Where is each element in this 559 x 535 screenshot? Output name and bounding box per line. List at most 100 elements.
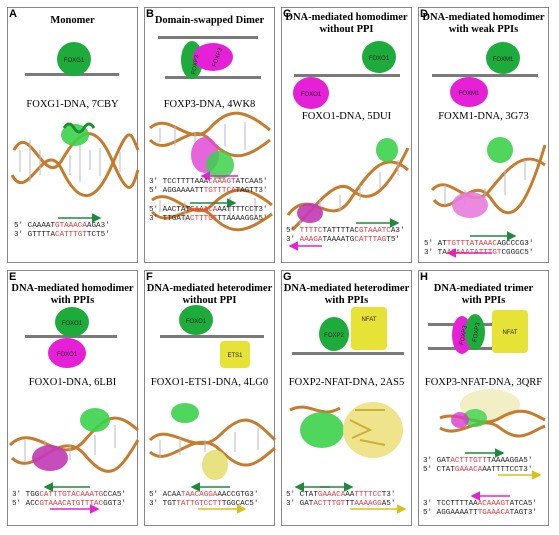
protein-label: NFAT — [362, 317, 377, 323]
structure-g — [289, 402, 403, 458]
structure-f — [148, 403, 277, 480]
protein-cartoon — [80, 408, 110, 432]
schematic-b: FOXP3 FOXP3 — [158, 36, 261, 79]
dna-sequence: 3′ TCCTTTTAAACAAAGTATCA5′ 5′ AGGAAAATTTG… — [423, 500, 537, 517]
structure-a — [10, 122, 140, 198]
dna-rungs — [19, 140, 121, 182]
motif-arrows-e — [43, 482, 100, 514]
panel-d — [418, 7, 549, 263]
dna-sequence: 3′ GATACTTTGTTTAAAAGGA5′ 5′ CTATGAAACAAA… — [423, 457, 533, 474]
motif-arrows-g — [294, 482, 407, 514]
protein-foxp3-swapped — [193, 43, 233, 71]
panel-label: A — [9, 8, 17, 20]
motif-arrows-d — [446, 231, 517, 258]
protein-cartoon — [451, 412, 469, 428]
protein-cartoon — [487, 137, 513, 163]
strands — [349, 409, 386, 446]
protein-cartoon — [376, 138, 398, 162]
dna-strand — [430, 157, 546, 200]
structure-d — [430, 137, 547, 218]
schematic-f: FOXO1 ETS1 — [160, 305, 264, 368]
protein-label: FOXO1 — [57, 352, 78, 358]
dna-sequence: 5′ CAAAATGTAAACAAGA3′ 3′ GTTTTACATTTGTTC… — [14, 222, 110, 239]
protein-cartoon — [206, 151, 234, 179]
protein-cartoon — [343, 402, 403, 458]
protein-ets1 — [220, 341, 250, 368]
schematic-c: FOXO1 FOXO1 — [293, 41, 400, 109]
structure-e — [8, 408, 140, 473]
panel-label: C — [283, 8, 291, 20]
dna-strand — [10, 439, 140, 473]
protein-label: FOXM1 — [459, 91, 480, 97]
dna-sequence: 3′ TCCTTTTAAACAAAGTATCAA5′ 5′ AGGAAAATTT… — [149, 178, 268, 195]
protein-foxg1 — [57, 42, 91, 76]
protein-label: FOXO1 — [186, 319, 207, 325]
dna-sequence: 5′ CTATGAAACAAATTTTCCT3′ 3′ GATACTTTGTTT… — [286, 491, 396, 508]
panel-title: DNA-mediated homodimer with PPIs — [11, 283, 134, 306]
protein-label: FOXP3 — [191, 54, 200, 75]
dna-sequence: 5′ AACTATGAAACAAATTTTCCT3′ 3′ TTGATACTTT… — [149, 206, 268, 223]
protein-label: FOXP3 — [459, 324, 468, 345]
structure-name: FOXP3-DNA, 4WK8 — [163, 99, 256, 110]
panel-title: DNA-mediated homodimer with weak PPIs — [422, 12, 545, 35]
structure-name: FOXG1-DNA, 7CBY — [26, 99, 119, 110]
protein-foxm1-b — [450, 77, 488, 107]
protein-foxp2 — [319, 317, 349, 351]
protein-label: FOXP2 — [324, 333, 344, 339]
protein-cartoon — [297, 203, 323, 223]
helix — [62, 122, 96, 134]
dna-strand — [148, 440, 276, 467]
dna-bar — [158, 36, 258, 39]
dna-strand — [150, 207, 273, 232]
panel-title: Domain-swapped Dimer — [154, 15, 265, 26]
panel-label: H — [420, 271, 428, 283]
protein-nfat — [492, 310, 528, 353]
protein-cartoon — [452, 192, 488, 218]
structure-name: FOXP3-NFAT-DNA, 3QRF — [424, 377, 543, 388]
structure-name: FOXO1-DNA, 6LBI — [28, 377, 117, 388]
dna-strand — [10, 133, 140, 198]
protein-foxo1-b — [48, 338, 86, 368]
dna-strand — [151, 188, 273, 213]
panel-title: DNA-mediated heterodimer with PPIs — [283, 283, 410, 306]
protein-foxo1 — [55, 307, 89, 337]
dna-sequence: 5′ ATTGTTTATAAACAGCCCG3′ 3′ TAACAAATATTT… — [424, 240, 534, 257]
dna-sequence: 5′ TTTTCTATTTTACGTAAATCA3′ 3′ AAAGATAAAA… — [286, 227, 405, 244]
protein-cartoon — [171, 403, 199, 423]
dna-bar — [294, 74, 400, 77]
panel-label: B — [146, 8, 154, 20]
structure-name: FOXP2-NFAT-DNA, 2AS5 — [288, 377, 405, 388]
dna-strand — [439, 421, 546, 438]
protein-cartoon — [202, 450, 228, 480]
dna-bar — [165, 76, 261, 79]
dna-bar — [160, 335, 264, 338]
dna-rungs — [159, 122, 256, 222]
protein-foxo1 — [179, 305, 213, 335]
dna-strand — [8, 416, 139, 452]
structure-b — [148, 111, 273, 232]
protein-label: FOXG1 — [64, 58, 85, 64]
dna-bar — [432, 74, 538, 77]
panel-label: E — [9, 271, 17, 283]
motif-arrows-c — [288, 218, 400, 251]
protein-cartoon — [32, 445, 68, 471]
panel-title: Monomer — [50, 15, 95, 26]
schematic-a: FOXG1 — [25, 42, 119, 76]
structure-name: FOXO1-ETS1-DNA, 4LG0 — [150, 377, 269, 388]
protein-label: FOXO1 — [62, 321, 83, 327]
panel-label: G — [283, 271, 292, 283]
protein-nfat — [351, 307, 387, 350]
structure-h — [439, 389, 546, 438]
panel-e — [7, 270, 138, 526]
protein-foxm1 — [486, 42, 520, 74]
protein-label: ETS1 — [227, 353, 243, 359]
structure-name: FOXO1-DNA, 5DUI — [301, 111, 392, 122]
protein-foxo1-b — [293, 77, 329, 109]
motif-arrows-h — [465, 448, 542, 501]
protein-label: FOXO1 — [301, 92, 322, 98]
schematic-d: FOXM1 FOXM1 — [432, 42, 538, 107]
panel-title: DNA-mediated heterodimer without PPI — [146, 283, 273, 306]
dna-strand — [148, 111, 271, 137]
dna-strand — [289, 405, 341, 414]
